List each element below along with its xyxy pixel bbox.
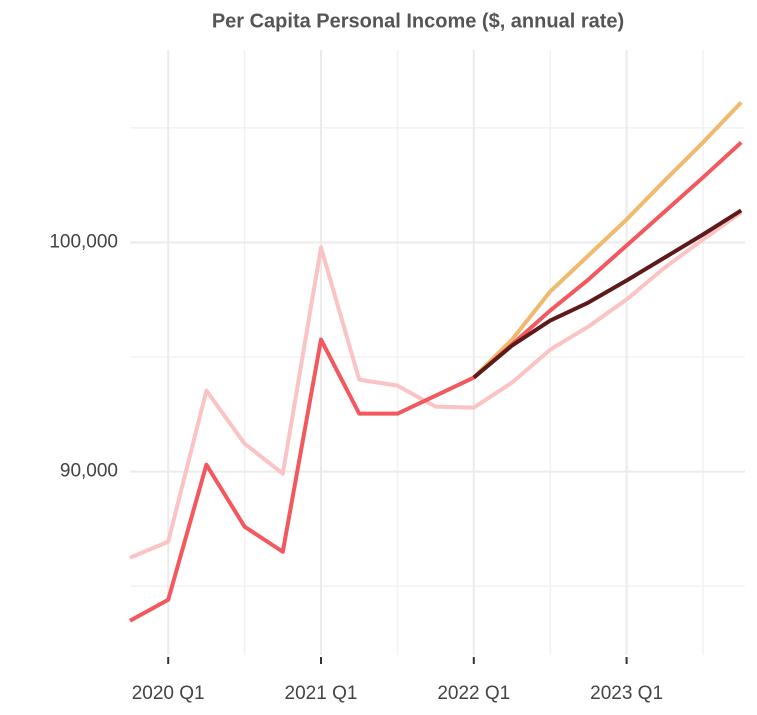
series-line — [472, 208, 743, 380]
x-tick-label: 2022 Q1 — [437, 683, 510, 704]
y-tick-label: 90,000 — [60, 461, 118, 482]
chart-title: Per Capita Personal Income ($, annual ra… — [212, 10, 624, 32]
x-tick-label: 2023 Q1 — [590, 683, 663, 704]
series-line — [472, 101, 743, 380]
y-tick-label: 100,000 — [49, 232, 118, 253]
series-line — [129, 140, 743, 623]
series-line — [129, 210, 743, 560]
x-tick-label: 2021 Q1 — [285, 683, 358, 704]
x-tick-label: 2020 Q1 — [132, 683, 205, 704]
